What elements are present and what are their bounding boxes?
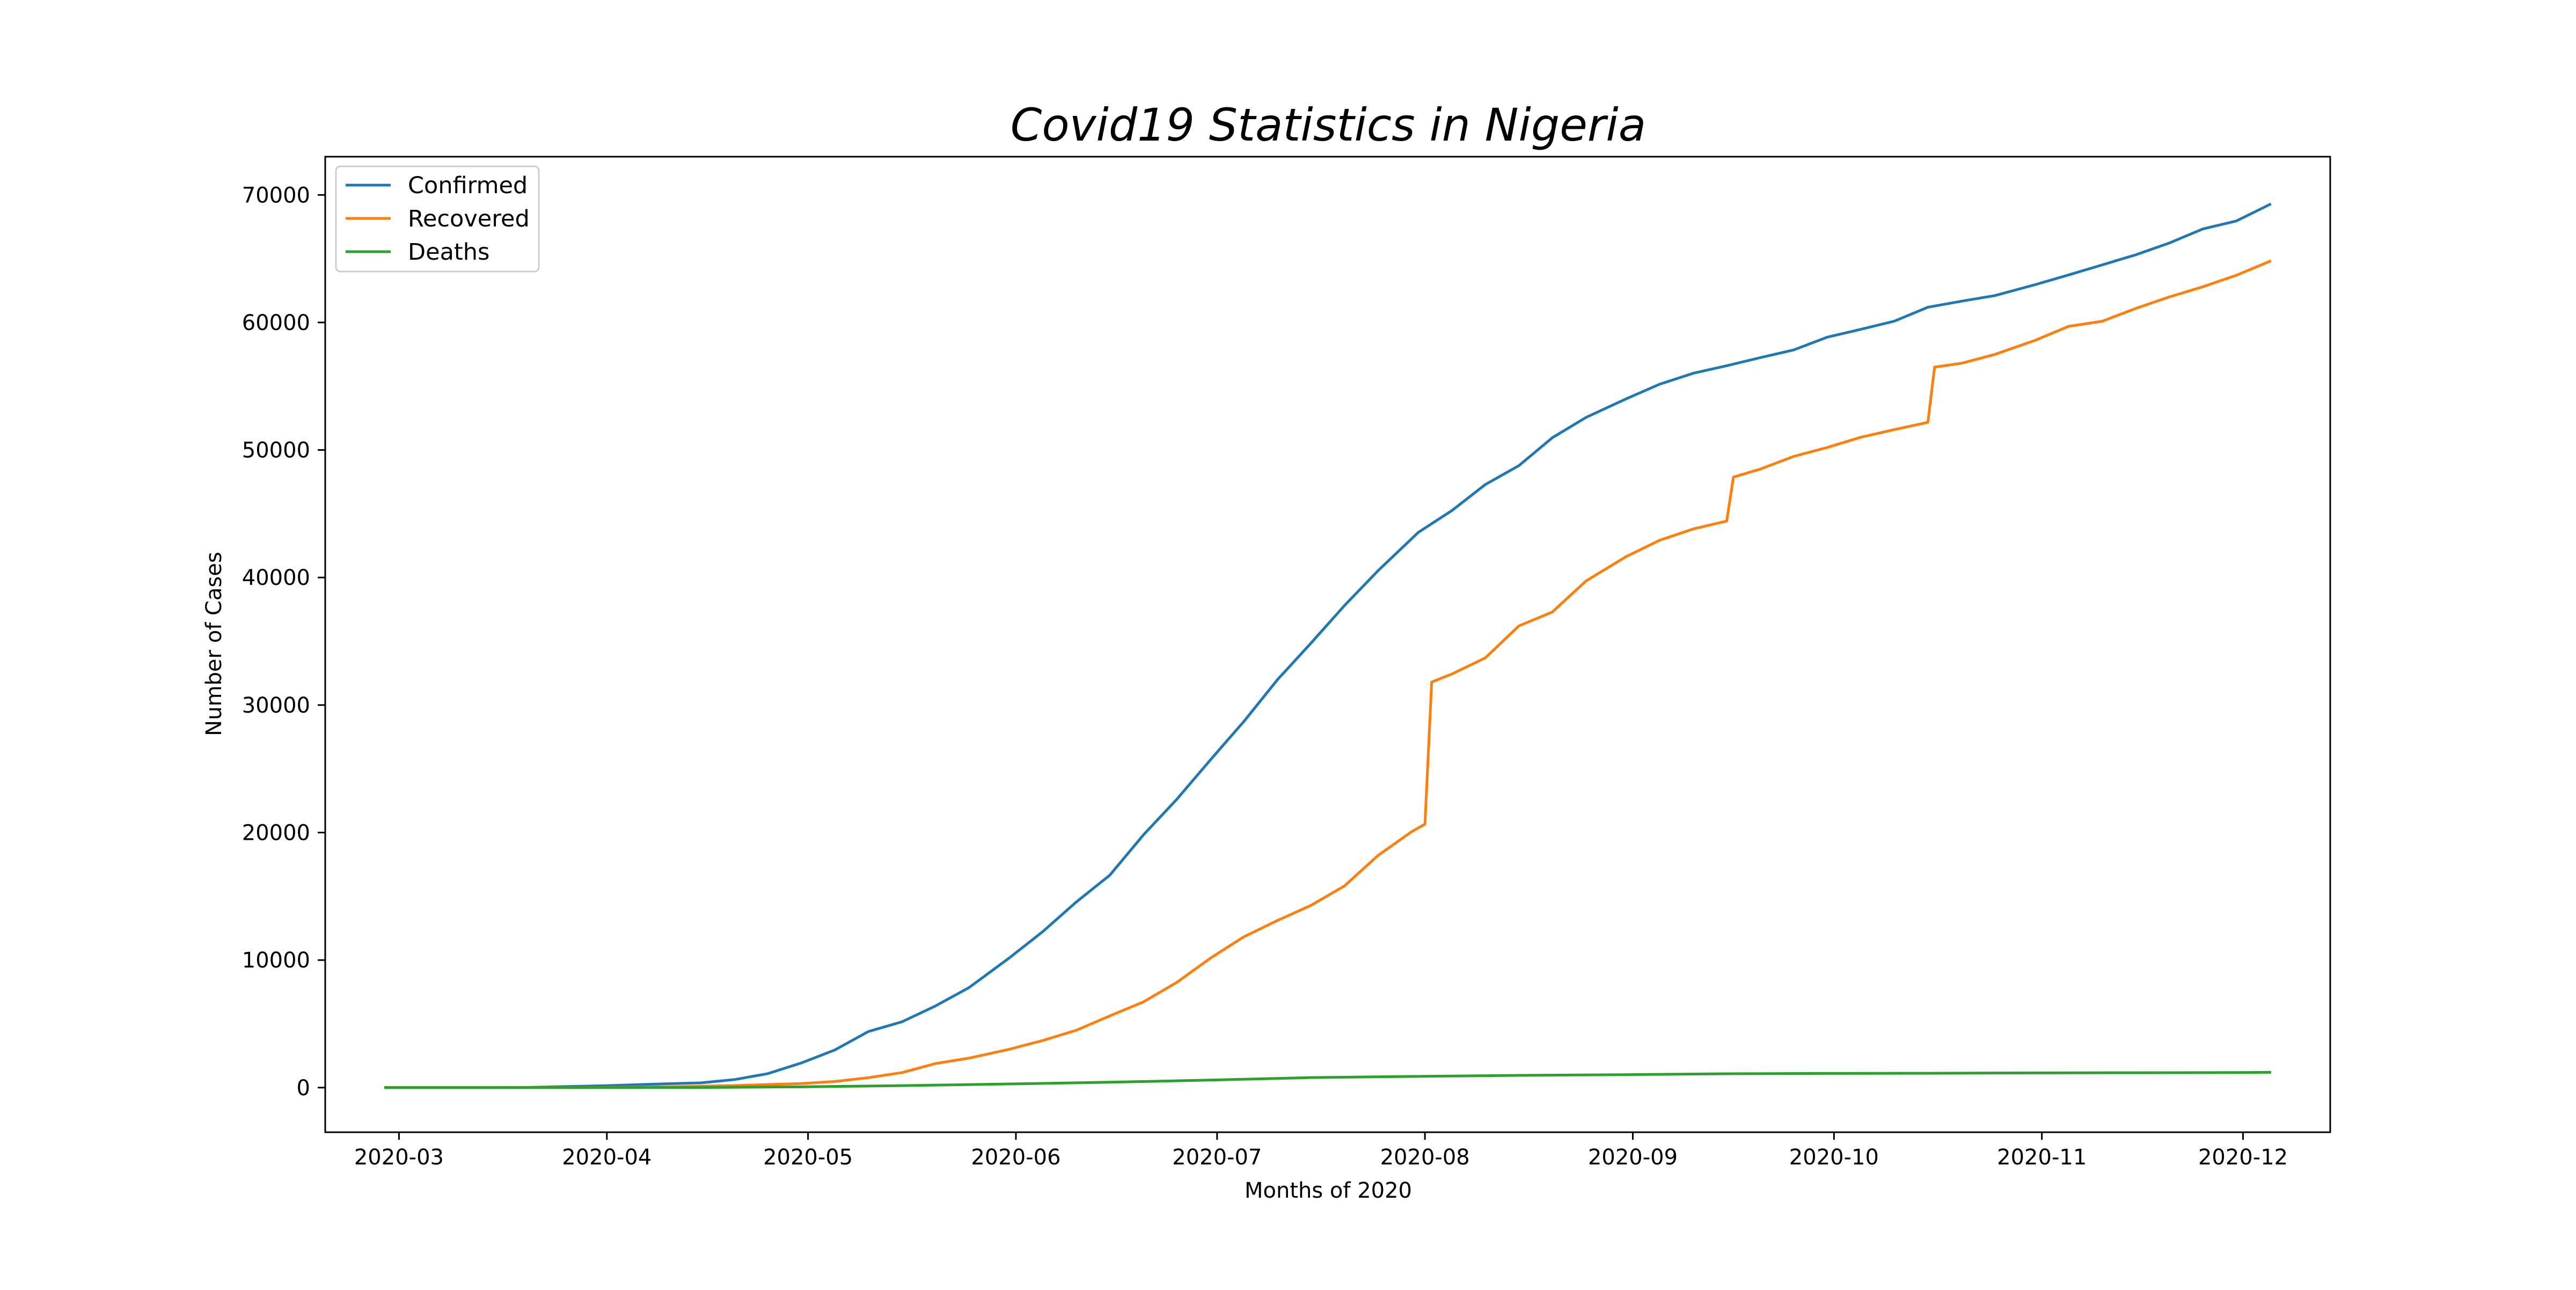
y-tick-label: 50000 (242, 438, 310, 463)
y-axis-label: Number of Cases (202, 552, 226, 736)
y-tick-label: 30000 (242, 693, 310, 718)
series-lines (384, 202, 2272, 1089)
series-line-deaths (384, 1071, 2272, 1089)
x-axis-label: Months of 2020 (1245, 1178, 1412, 1203)
y-tick-label: 40000 (242, 566, 310, 590)
plot-frame (324, 156, 2331, 1133)
x-tick-label: 2020-10 (1789, 1145, 1879, 1170)
x-tick-label: 2020-06 (971, 1145, 1060, 1170)
x-tick-label: 2020-12 (2198, 1145, 2288, 1170)
series-line-confirmed (384, 202, 2272, 1089)
y-tick-label: 20000 (242, 821, 310, 846)
y-tick-label: 0 (297, 1076, 310, 1101)
x-axis: 2020-03 2020-04 2020-05 2020-06 2020-07 2020-… (354, 1132, 2288, 1170)
x-tick-label: 2020-08 (1380, 1145, 1470, 1170)
x-tick-label: 2020-05 (763, 1145, 853, 1170)
legend: Confirmed Recovered Deaths (335, 165, 540, 273)
legend-label-confirmed: Confirmed (408, 172, 528, 199)
x-tick-label: 2020-11 (1997, 1145, 2087, 1170)
y-tick-label: 70000 (242, 183, 310, 208)
x-tick-label: 2020-09 (1588, 1145, 1678, 1170)
chart-title: Covid19 Statistics in Nigeria (1011, 99, 1646, 151)
y-tick-label: 60000 (242, 311, 310, 335)
x-tick-label: 2020-07 (1172, 1145, 1262, 1170)
legend-label-recovered: Recovered (408, 206, 530, 232)
y-tick-label: 10000 (242, 948, 310, 973)
y-axis: 0 10000 20000 30000 40000 50000 60000 70000 (242, 183, 325, 1101)
x-tick-label: 2020-04 (562, 1145, 652, 1170)
series-line-recovered (384, 259, 2272, 1089)
x-tick-label: 2020-03 (354, 1145, 444, 1170)
legend-box (335, 165, 540, 273)
legend-label-deaths: Deaths (408, 239, 489, 266)
